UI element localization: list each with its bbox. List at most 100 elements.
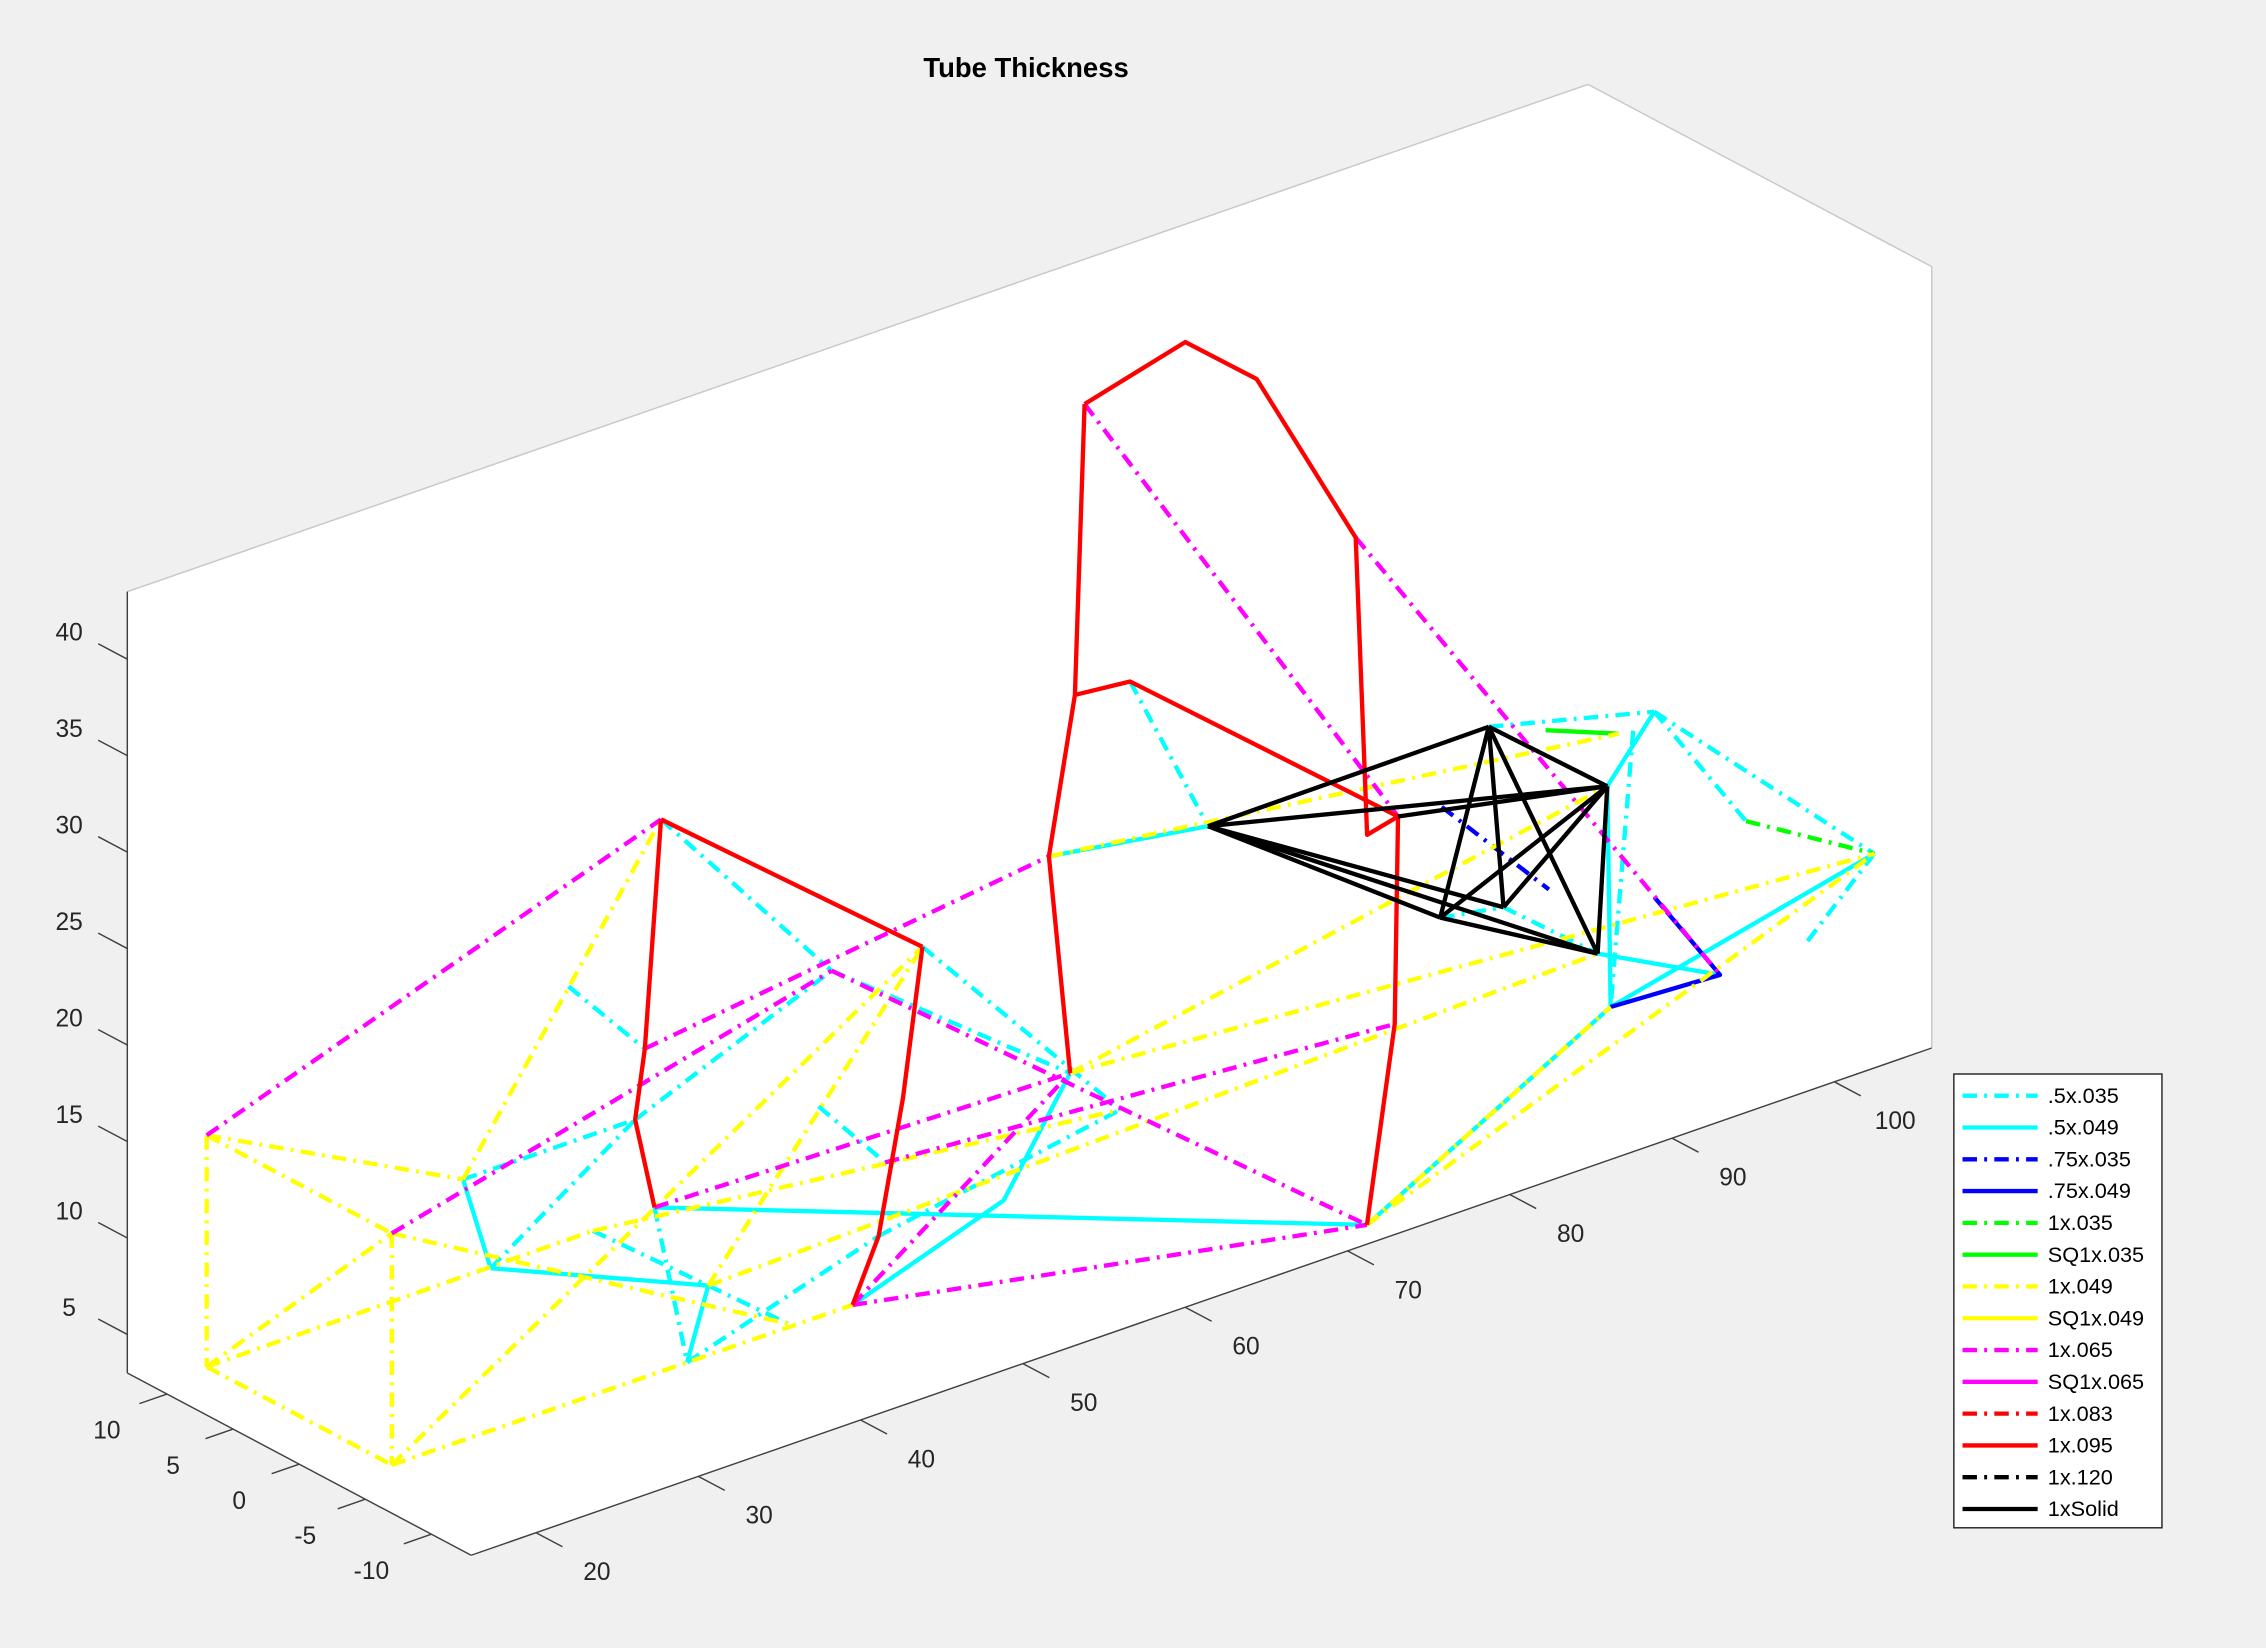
y-tick [337, 1498, 366, 1510]
x-tick-label: 50 [1070, 1390, 1097, 1417]
frame-tube [685, 1285, 711, 1363]
legend-label: SQ1x.035 [2048, 1242, 2144, 1267]
x-tick-label: 90 [1719, 1165, 1746, 1192]
y-tick-label: 0 [232, 1488, 246, 1515]
frame-tube [205, 1364, 393, 1467]
frame-tube [921, 945, 1122, 1112]
frame-tube [1207, 724, 1490, 829]
frame-tube [1501, 784, 1609, 909]
frame-tube [1652, 710, 1748, 823]
axes: 20 30 40 50 60 70 80 90 100 -10 -5 0 5 10 5 10 15 20 25 30 3… [55, 83, 2163, 1586]
x-tick [1184, 1306, 1212, 1322]
z-tick-label: 15 [55, 1102, 82, 1129]
box-edge [1587, 83, 1933, 268]
frame-tube [205, 1228, 594, 1369]
legend-label: SQ1x.065 [2048, 1369, 2144, 1394]
frame-tube [1608, 730, 1636, 1008]
frame-tube [206, 1133, 464, 1182]
frame-tube [205, 1133, 393, 1236]
z-tick-label: 30 [55, 813, 82, 840]
y-tick [205, 1428, 234, 1440]
frame-tube [205, 817, 663, 1138]
frame-tube [852, 1222, 1368, 1308]
frame-tube [1069, 784, 1609, 1076]
frame-tube [391, 1231, 789, 1326]
frame-tube [1207, 824, 1599, 956]
frame-tube [1488, 709, 1655, 729]
z-tick-label: 10 [55, 1198, 82, 1225]
frame-tube [633, 968, 833, 1122]
frame-tube [490, 1266, 709, 1288]
frame-tube [1438, 784, 1609, 920]
z-tick [97, 1318, 128, 1336]
frame-tube [1605, 710, 1657, 788]
frame-tube [1486, 725, 1600, 955]
frame-tube [632, 819, 664, 1208]
x-tick-label: 70 [1395, 1277, 1422, 1304]
x-tick [1671, 1137, 1699, 1153]
frame-tube [1128, 680, 1210, 828]
x-tick-label: 80 [1557, 1221, 1584, 1248]
z-tick-label: 35 [55, 716, 82, 743]
frame-tube [851, 1072, 1073, 1307]
frame-tube [1083, 339, 1401, 1226]
legend-box [1953, 1073, 2163, 1529]
frame-tube [1365, 852, 1876, 1227]
legend-label: 1x.120 [2048, 1464, 2113, 1489]
frame-tube [652, 1206, 690, 1363]
x-tick-label: 20 [583, 1559, 610, 1586]
frame-tube [1605, 786, 1613, 1007]
z-tick [97, 1221, 128, 1239]
frame-tube [884, 1021, 1396, 1165]
frame-tube [660, 817, 924, 949]
frame-tube [1207, 824, 1505, 910]
legend-label: .5x.049 [2048, 1115, 2119, 1140]
y-tick [139, 1393, 168, 1405]
x-tick [860, 1419, 888, 1435]
x-tick [1022, 1362, 1050, 1379]
x-tick [535, 1532, 563, 1548]
legend-label: 1xSolid [2048, 1496, 2119, 1521]
x-tick [697, 1475, 726, 1491]
frame-tube [592, 1107, 1121, 1233]
frame-tube [592, 1228, 710, 1288]
frame-tube [654, 1205, 1368, 1228]
box-edge [127, 83, 1589, 593]
frame-tube [489, 1118, 637, 1270]
legend-label: .75x.035 [2048, 1146, 2131, 1171]
frame-tube [1046, 403, 1087, 1074]
frame-tube [1048, 731, 1620, 859]
frame-tube [1597, 951, 1721, 978]
y-tick-label: 5 [166, 1453, 180, 1480]
frame-tube [706, 945, 925, 1287]
x-tick-label: 60 [1232, 1334, 1259, 1361]
frame-tube [1082, 402, 1400, 818]
legend-label: 1x.049 [2048, 1274, 2113, 1299]
frame-tube [1487, 724, 1609, 789]
x-axis-line [470, 1047, 1932, 1556]
y-tick-label: 10 [93, 1418, 120, 1445]
frame-tube [1397, 784, 1608, 819]
y-tick [271, 1463, 300, 1475]
frame-tube [205, 1231, 394, 1369]
legend-label: .5x.035 [2048, 1083, 2119, 1108]
z-tick-label: 25 [55, 909, 82, 936]
z-tick [97, 932, 128, 950]
z-tick-label: 5 [62, 1295, 76, 1322]
y-tick-label: -5 [294, 1523, 316, 1550]
legend-label: 1x.083 [2048, 1401, 2113, 1426]
frame-tube [659, 817, 833, 973]
frame-tube [653, 1071, 1071, 1210]
legend-label: 1x.035 [2048, 1210, 2113, 1235]
frame-tube [1745, 819, 1875, 856]
x-tick-label: 30 [745, 1503, 772, 1530]
x-tick [1347, 1250, 1375, 1266]
z-tick [97, 1028, 128, 1046]
frame-tube [1365, 1005, 1613, 1227]
legend-label: SQ1x.049 [2048, 1305, 2144, 1330]
frame-tube [1595, 786, 1610, 954]
x-tick-label: 100 [1875, 1108, 1916, 1135]
frame-tube [830, 968, 1368, 1227]
z-tick-label: 20 [55, 1005, 82, 1032]
